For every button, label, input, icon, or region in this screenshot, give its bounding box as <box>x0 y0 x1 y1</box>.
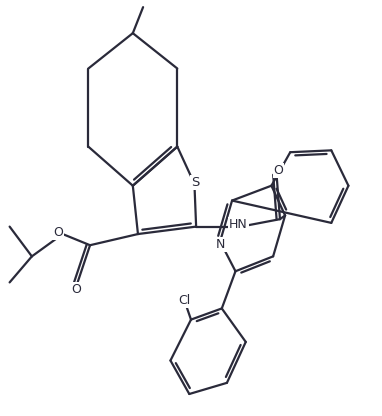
Text: S: S <box>191 176 200 189</box>
Text: N: N <box>216 238 225 251</box>
Text: O: O <box>274 163 283 176</box>
Text: O: O <box>53 225 63 239</box>
Text: HN: HN <box>229 218 248 231</box>
Text: Cl: Cl <box>178 294 190 307</box>
Text: O: O <box>71 283 81 296</box>
